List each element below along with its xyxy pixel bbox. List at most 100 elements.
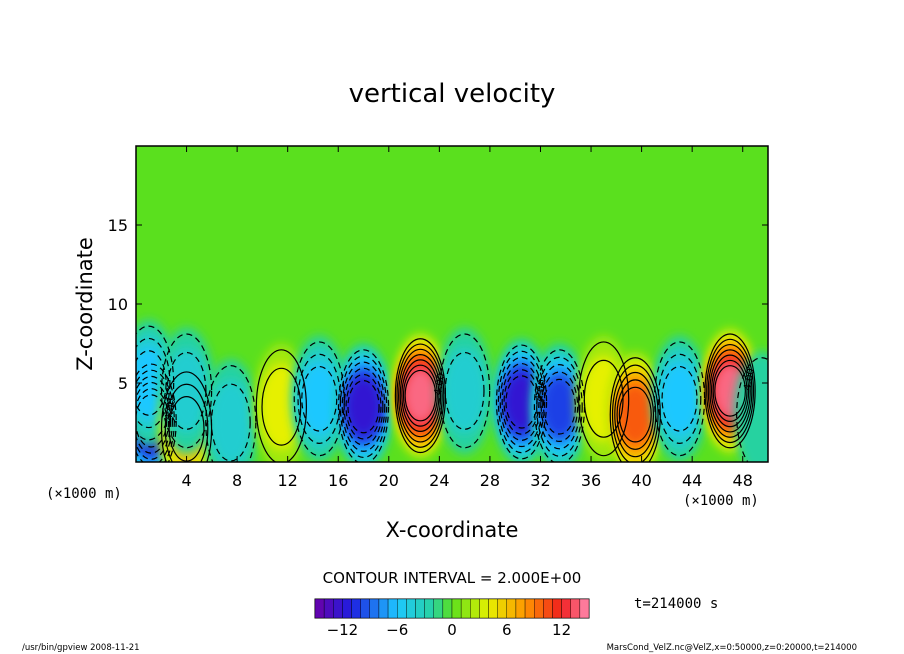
velocity-level — [346, 377, 381, 436]
x-tick-label: 48 — [733, 471, 753, 490]
contour-line — [540, 371, 579, 442]
velocity-cell-9 — [436, 327, 493, 455]
contour-line — [339, 355, 388, 459]
contour-line — [578, 341, 630, 457]
colorbar-segment — [506, 598, 517, 619]
contour-line — [136, 350, 167, 416]
velocity-level — [403, 367, 438, 424]
y-axis-label: Z-coordinate — [73, 237, 97, 371]
colorbar-segment — [406, 598, 416, 619]
colorbar-ticks: −12 −6 0 6 12 — [327, 621, 572, 639]
contour-line — [399, 354, 442, 438]
colorbar-segment — [333, 598, 343, 619]
colorbar-segment — [524, 598, 535, 619]
velocity-cell-11 — [531, 343, 588, 462]
contour-line — [136, 375, 173, 462]
contour-line — [136, 388, 170, 454]
contour-line — [398, 348, 443, 443]
contour-lines — [136, 325, 768, 462]
y-axis-unit: (×1000 m) — [46, 486, 122, 502]
contour-line — [341, 361, 386, 452]
x-tick-label: 32 — [530, 471, 550, 490]
contour-line — [609, 357, 661, 462]
velocity-cell-6 — [291, 335, 348, 462]
contour-line — [538, 364, 581, 450]
contour-interval: CONTOUR INTERVAL = 2.000E+00 — [323, 569, 582, 587]
colorbar-segment — [369, 598, 380, 619]
contour-line — [611, 364, 659, 462]
colorbar-segment — [397, 598, 407, 619]
contour-line — [394, 338, 447, 454]
velocity-level — [541, 376, 578, 438]
contour-line — [136, 381, 172, 460]
colorbar-segment — [570, 598, 581, 619]
contour-line — [297, 353, 342, 444]
colorbar-segment — [497, 598, 507, 619]
velocity-cell-10 — [493, 338, 550, 462]
contour-line — [404, 369, 437, 422]
x-tick-label: 4 — [181, 471, 191, 490]
x-tick-label: 8 — [232, 471, 242, 490]
contour-line — [653, 341, 706, 457]
colorbar-segments — [314, 598, 590, 619]
colorbar-segment — [561, 598, 571, 619]
contour-line — [343, 367, 384, 446]
x-tick-label: 12 — [278, 471, 298, 490]
velocity-level — [259, 364, 303, 450]
contour-line — [301, 365, 338, 432]
colorbar: −12 −6 0 6 12 — [314, 598, 590, 639]
velocity-field — [136, 319, 768, 462]
velocity-level — [299, 362, 339, 435]
velocity-cell-4 — [203, 359, 259, 462]
contour-line — [542, 378, 576, 435]
contour-line — [210, 383, 251, 462]
colorbar-segment — [415, 598, 425, 619]
contour-line — [706, 338, 755, 444]
velocity-level — [617, 384, 653, 445]
contour-line — [712, 359, 748, 422]
colorbar-segment — [515, 598, 526, 619]
time-label: t=214000 s — [634, 596, 718, 612]
x-tick-label: 24 — [429, 471, 449, 490]
contour-line — [261, 367, 302, 446]
contour-line — [616, 379, 655, 450]
contour-line — [401, 359, 440, 432]
colorbar-segment — [460, 598, 471, 619]
y-tick-label: 10 — [108, 295, 128, 314]
contour-line — [618, 386, 652, 443]
colorbar-segment — [470, 598, 480, 619]
y-tick-label: 5 — [118, 374, 128, 393]
footer-right: MarsCond_VelZ.nc@VelZ,x=0:50000,z=0:2000… — [607, 643, 857, 653]
chart-title: vertical velocity — [349, 79, 556, 109]
contour-line — [166, 351, 207, 430]
x-tick-label: 44 — [682, 471, 702, 490]
contour-line — [614, 371, 657, 458]
colorbar-tick-label: 0 — [447, 621, 457, 639]
contour-line — [396, 343, 445, 448]
colorbar-segment — [479, 598, 489, 619]
contour-line — [402, 364, 438, 427]
contour-line — [439, 333, 491, 449]
contour-line — [345, 373, 382, 440]
colorbar-segment — [552, 598, 562, 619]
colorbar-segment — [488, 598, 498, 619]
contour-line — [736, 357, 768, 462]
plot-area: 4.00 4.00 4.00 4.00 — [135, 145, 769, 463]
contour-label: 4.00 — [742, 368, 757, 392]
colorbar-segment — [351, 598, 361, 619]
contour-line — [657, 353, 702, 444]
contour-line — [583, 359, 624, 438]
colorbar-segment — [442, 598, 453, 619]
contour-labels: 4.00 4.00 4.00 4.00 — [164, 368, 758, 422]
contour-line — [499, 356, 544, 448]
y-tick-label: 15 — [108, 216, 128, 235]
contour-line — [536, 356, 583, 457]
x-axis-unit: (×1000 m) — [683, 493, 759, 509]
contour-line — [160, 371, 213, 462]
x-tick-label: 28 — [480, 471, 500, 490]
colorbar-segment — [323, 598, 334, 619]
x-axis: 4 8 12 16 20 24 28 32 36 40 44 48 — [181, 146, 753, 490]
contour-line — [136, 363, 177, 462]
colorbar-segment — [451, 598, 462, 619]
